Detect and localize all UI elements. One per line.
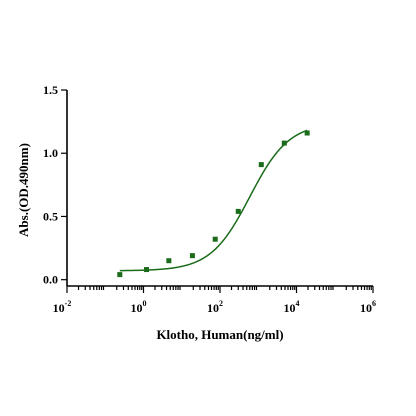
- data-point: [304, 130, 310, 136]
- y-tick-label: 1.5: [43, 83, 58, 97]
- x-axis-title: Klotho, Human(ng/ml): [156, 327, 283, 342]
- x-tick-label: 100: [131, 299, 147, 315]
- data-point: [212, 236, 218, 242]
- data-point: [258, 162, 264, 168]
- y-tick-label: 0.5: [43, 209, 58, 223]
- data-point: [235, 208, 241, 214]
- fit-curve-layer: [119, 129, 308, 272]
- y-axis-title: Abs.(OD.490nm): [16, 143, 31, 237]
- x-tick-label: 10-2: [53, 299, 72, 315]
- data-point: [117, 272, 123, 278]
- axes: 0.0 0.5 1.0 1.5 10-2 100 102 104 106: [43, 83, 376, 315]
- x-tick-label: 102: [207, 299, 223, 315]
- data-points: [117, 130, 310, 278]
- y-tick-label: 1.0: [43, 146, 58, 160]
- x-tick-label: 106: [360, 299, 376, 315]
- x-tick-label: 104: [284, 299, 300, 315]
- data-point: [166, 258, 172, 264]
- fit-curve: [119, 129, 308, 272]
- data-point: [144, 267, 150, 273]
- y-tick-label: 0.0: [43, 273, 58, 287]
- data-point: [189, 253, 195, 259]
- data-point: [281, 140, 287, 146]
